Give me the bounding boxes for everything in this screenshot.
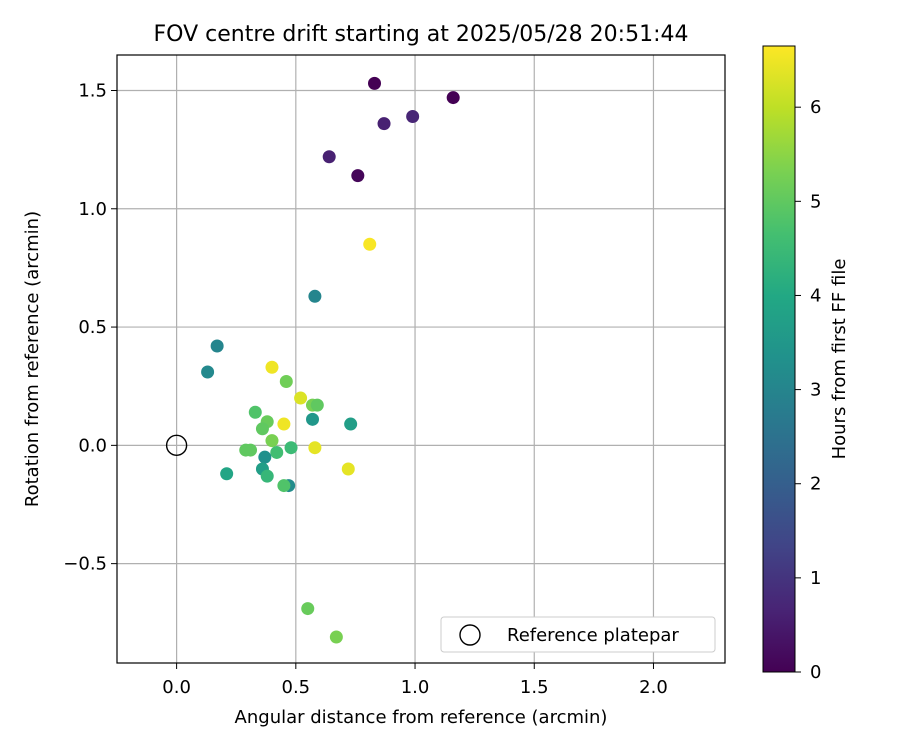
colorbar-tick-label: 5 [810,191,821,212]
x-tick-label: 0.0 [162,677,191,698]
data-point [363,237,377,251]
legend-label: Reference platepar [507,625,679,646]
data-point [258,450,272,464]
data-point [308,289,322,303]
data-point [210,339,224,353]
plot-area: 0.0 0.5 1.0 1.5 2.0 −0.5 0.0 0.5 1.0 1.5 [63,54,726,698]
x-tick-label: 1.5 [520,677,549,698]
data-point [341,462,355,476]
reference-marker [165,434,188,457]
x-tick-label: 0.5 [282,677,311,698]
x-tick-label: 2.0 [639,677,668,698]
grid [117,55,725,663]
colorbar-tick-label: 6 [810,97,821,118]
data-point [220,467,234,481]
data-point [284,441,298,455]
data-point [344,417,358,431]
legend-box [440,616,716,653]
colorbar-tick-label: 4 [810,285,821,306]
data-point [265,360,279,374]
colorbar: 0 1 2 3 4 5 6 Hours from first FF file [762,45,850,683]
legend: Reference platepar [440,616,716,653]
data-point [201,365,215,379]
x-ticks: 0.0 0.5 1.0 1.5 2.0 [162,663,668,698]
data-points [201,76,460,644]
colorbar-tick-label: 0 [810,662,821,683]
data-point [277,479,291,493]
y-ticks: −0.5 0.0 0.5 1.0 1.5 [63,80,117,575]
y-axis-label: Rotation from reference (arcmin) [22,211,43,507]
colorbar-tick-label: 3 [810,380,821,401]
colorbar-ticks: 0 1 2 3 4 5 6 [795,97,821,683]
data-point [270,445,284,459]
legend-open-circle-icon [459,624,481,646]
data-point [265,434,279,448]
data-point [255,422,269,436]
data-point [301,602,315,616]
colorbar-gradient [762,45,796,673]
plot-frame [116,54,726,664]
y-tick-label: 0.0 [78,435,107,456]
data-point [310,398,324,412]
data-point [322,150,336,164]
data-point [260,469,274,483]
data-point [351,169,365,183]
data-point [368,76,382,90]
data-point [306,412,320,426]
data-point [248,405,262,419]
colorbar-tick-label: 2 [810,474,821,495]
data-point [377,117,391,131]
data-point [244,443,258,457]
colorbar-label: Hours from first FF file [829,259,850,460]
y-tick-label: 1.5 [78,80,107,101]
colorbar-tick-label: 1 [810,568,821,589]
chart-title: FOV centre drift starting at 2025/05/28 … [154,22,689,47]
y-tick-label: −0.5 [63,554,107,575]
x-tick-label: 1.0 [401,677,430,698]
data-point [329,630,343,644]
data-point [446,91,460,105]
x-axis-label: Angular distance from reference (arcmin) [235,707,608,728]
y-tick-label: 0.5 [78,317,107,338]
data-point [406,110,420,124]
data-point [279,374,293,388]
reference-point [165,434,188,457]
data-point [308,441,322,455]
y-tick-label: 1.0 [78,199,107,220]
data-point [277,417,291,431]
data-point [294,391,308,405]
